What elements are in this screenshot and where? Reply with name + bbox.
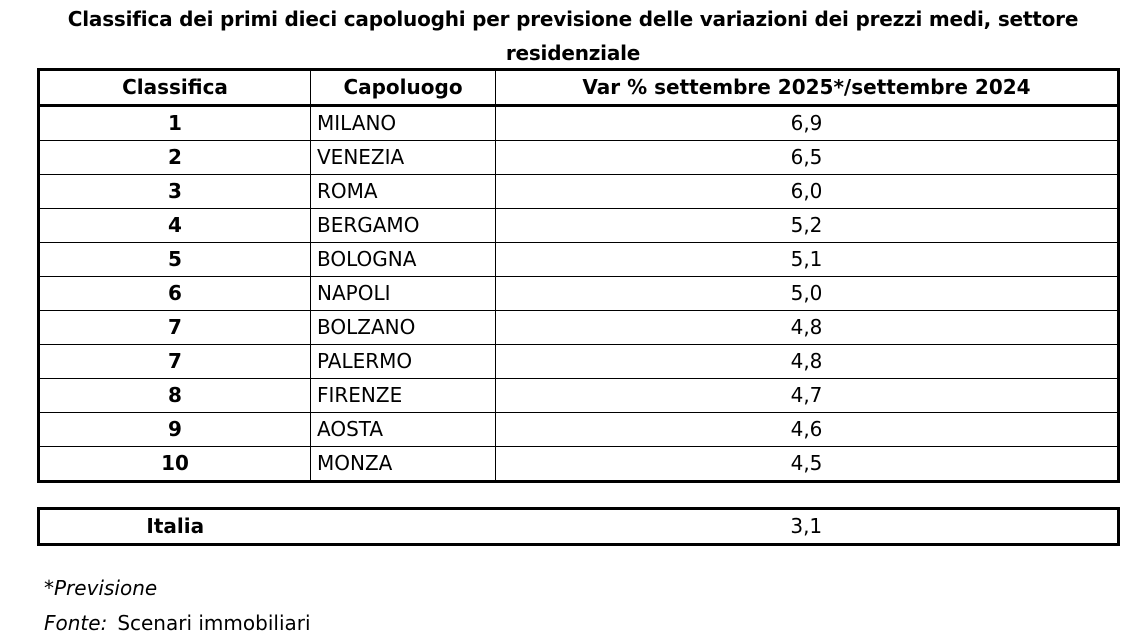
italy-summary-table: Italia 3,1: [37, 507, 1120, 546]
rank-cell: 5: [38, 242, 311, 277]
rank-cell: 6: [38, 276, 311, 311]
table-row: 10 MONZA 4,5: [38, 446, 1119, 482]
source-name: Scenari immobiliari: [117, 611, 311, 635]
italy-label: Italia: [146, 514, 205, 538]
column-header-city: Capoluogo: [310, 69, 496, 107]
table-row: 2 VENEZIA 6,5: [38, 140, 1119, 175]
value-cell: 5,0: [495, 276, 1119, 311]
city-cell: BOLZANO: [310, 310, 496, 345]
value-cell: 5,2: [495, 208, 1119, 243]
table-row: 5 BOLOGNA 5,1: [38, 242, 1119, 277]
rank-cell: 7: [38, 344, 311, 379]
rank-cell: 2: [38, 140, 311, 175]
italy-value: 3,1: [790, 514, 823, 538]
ranking-table: Classifica Capoluogo Var % settembre 202…: [37, 68, 1120, 483]
value-cell: 6,0: [495, 174, 1119, 209]
table-row: 6 NAPOLI 5,0: [38, 276, 1119, 311]
table-row: 9 AOSTA 4,6: [38, 412, 1119, 447]
city-cell: ROMA: [310, 174, 496, 209]
city-cell: BERGAMO: [310, 208, 496, 243]
value-cell: 4,5: [495, 446, 1119, 482]
value-cell: 6,9: [495, 105, 1119, 141]
rank-cell: 1: [38, 105, 311, 141]
city-cell: MONZA: [310, 446, 496, 482]
table-row: 8 FIRENZE 4,7: [38, 378, 1119, 413]
city-cell: AOSTA: [310, 412, 496, 447]
source-label: Fonte:: [44, 611, 108, 635]
column-header-variation: Var % settembre 2025*/settembre 2024: [495, 69, 1119, 107]
rank-cell: 9: [38, 412, 311, 447]
city-cell: FIRENZE: [310, 378, 496, 413]
source-footnote: Fonte: Scenari immobiliari: [44, 608, 311, 638]
city-cell: BOLOGNA: [310, 242, 496, 277]
value-cell: 5,1: [495, 242, 1119, 277]
rank-cell: 10: [38, 446, 311, 482]
city-cell: PALERMO: [310, 344, 496, 379]
rank-cell: 4: [38, 208, 311, 243]
rank-cell: 8: [38, 378, 311, 413]
value-cell: 6,5: [495, 140, 1119, 175]
rank-cell: 7: [38, 310, 311, 345]
column-header-rank: Classifica: [38, 69, 311, 107]
city-cell: MILANO: [310, 105, 496, 141]
table-row: 1 MILANO 6,9: [38, 105, 1119, 141]
table-row: 4 BERGAMO 5,2: [38, 208, 1119, 243]
city-cell: NAPOLI: [310, 276, 496, 311]
italy-row: Italia 3,1: [39, 509, 1119, 545]
value-cell: 4,8: [495, 344, 1119, 379]
value-cell: 4,6: [495, 412, 1119, 447]
table-row: 7 BOLZANO 4,8: [38, 310, 1119, 345]
table-title: Classifica dei primi dieci capoluoghi pe…: [67, 7, 1079, 65]
table-row: 7 PALERMO 4,8: [38, 344, 1119, 379]
italy-empty-cell: [311, 509, 496, 545]
city-cell: VENEZIA: [310, 140, 496, 175]
value-cell: 4,8: [495, 310, 1119, 345]
table-header-row: Classifica Capoluogo Var % settembre 202…: [38, 69, 1119, 107]
table-row: 3 ROMA 6,0: [38, 174, 1119, 209]
forecast-footnote: *Previsione: [44, 576, 158, 600]
value-cell: 4,7: [495, 378, 1119, 413]
rank-cell: 3: [38, 174, 311, 209]
